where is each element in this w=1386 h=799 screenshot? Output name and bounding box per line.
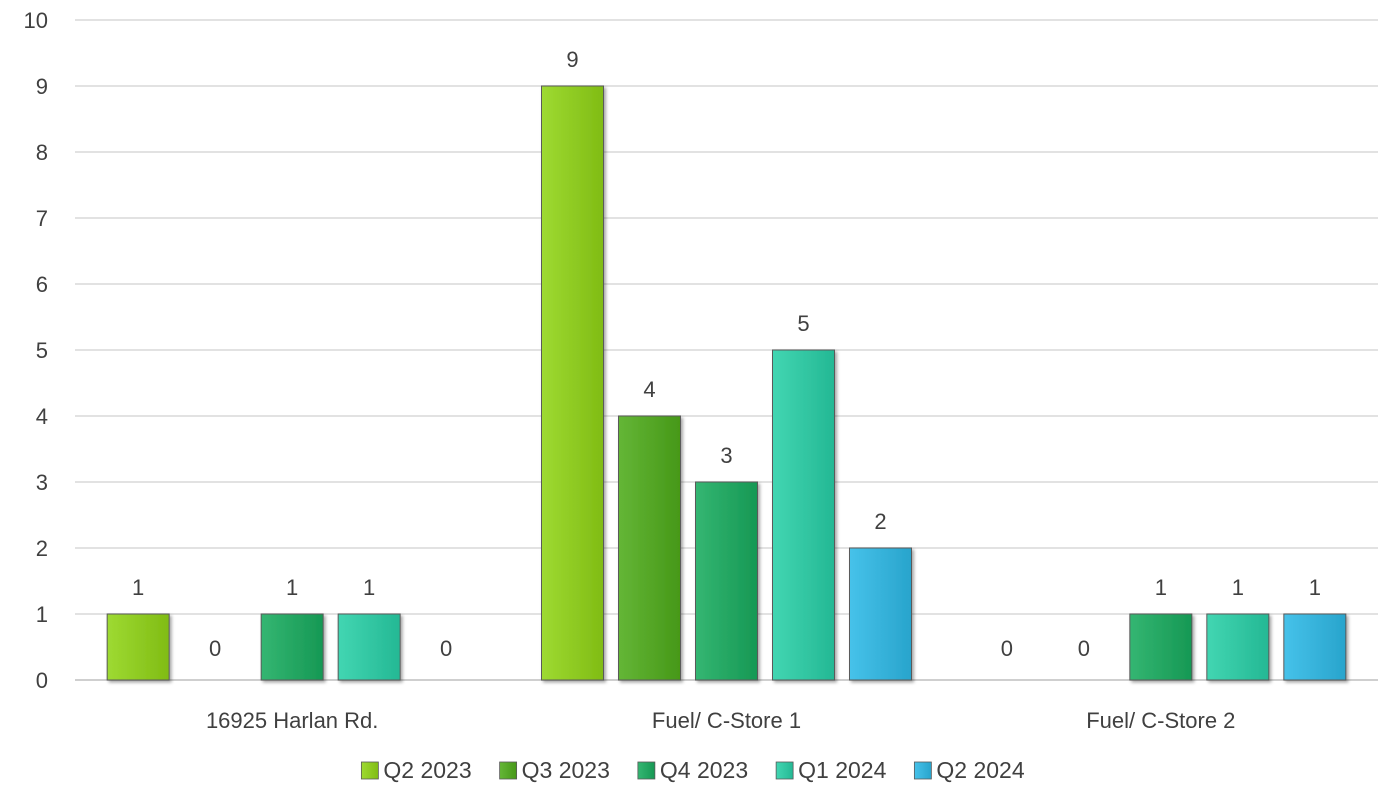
y-tick-label: 7 bbox=[36, 206, 48, 231]
legend-swatch bbox=[360, 761, 379, 780]
data-label: 0 bbox=[209, 636, 221, 661]
legend-label: Q2 2024 bbox=[936, 757, 1024, 783]
y-axis-ticks: 0 1 2 3 4 5 6 7 8 9 10 bbox=[24, 8, 48, 693]
y-tick-label: 2 bbox=[36, 536, 48, 561]
bar bbox=[260, 613, 324, 681]
data-label: 0 bbox=[440, 636, 452, 661]
data-labels: 1 0 1 1 0 9 4 3 5 2 0 0 1 1 1 bbox=[132, 47, 1321, 661]
y-tick-label: 1 bbox=[36, 602, 48, 627]
bar bbox=[849, 547, 912, 681]
legend-swatch bbox=[775, 761, 794, 780]
legend-item: Q3 2023 bbox=[499, 757, 610, 783]
y-tick-label: 3 bbox=[36, 470, 48, 495]
bar bbox=[1206, 613, 1270, 681]
bar bbox=[106, 613, 170, 681]
legend-label: Q2 2023 bbox=[383, 757, 471, 783]
legend-swatch bbox=[913, 761, 932, 780]
bar bbox=[772, 349, 835, 681]
legend-label: Q1 2024 bbox=[798, 757, 886, 783]
data-label: 9 bbox=[566, 47, 578, 72]
bar bbox=[337, 613, 401, 681]
bar bbox=[541, 85, 604, 681]
x-category-label: Fuel/ C-Store 2 bbox=[1086, 708, 1235, 733]
legend-label: Q4 2023 bbox=[660, 757, 748, 783]
y-tick-label: 0 bbox=[36, 668, 48, 693]
legend-item: Q2 2024 bbox=[913, 757, 1025, 783]
bars bbox=[106, 85, 1347, 681]
bar bbox=[618, 415, 681, 681]
legend-swatch bbox=[499, 761, 518, 780]
bar bbox=[1129, 613, 1193, 681]
bar bbox=[1283, 613, 1347, 681]
data-label: 1 bbox=[1232, 575, 1244, 600]
y-tick-label: 4 bbox=[36, 404, 48, 429]
legend-item: Q4 2023 bbox=[637, 757, 748, 783]
data-label: 0 bbox=[1001, 636, 1013, 661]
y-tick-label: 8 bbox=[36, 140, 48, 165]
legend-swatch bbox=[637, 761, 656, 780]
legend-item: Q2 2023 bbox=[360, 757, 472, 783]
bar bbox=[695, 481, 758, 681]
y-tick-label: 6 bbox=[36, 272, 48, 297]
data-label: 1 bbox=[1155, 575, 1167, 600]
y-tick-label: 9 bbox=[36, 74, 48, 99]
data-label: 3 bbox=[720, 443, 732, 468]
legend: Q2 2023 Q3 2023 Q4 2023 Q1 2024 Q2 2024 bbox=[360, 757, 1025, 783]
data-label: 1 bbox=[1309, 575, 1321, 600]
data-label: 4 bbox=[643, 377, 655, 402]
y-tick-label: 10 bbox=[24, 8, 48, 33]
legend-item: Q1 2024 bbox=[775, 757, 887, 783]
data-label: 1 bbox=[132, 575, 144, 600]
data-label: 2 bbox=[874, 509, 886, 534]
data-label: 5 bbox=[797, 311, 809, 336]
y-tick-label: 5 bbox=[36, 338, 48, 363]
x-category-label: 16925 Harlan Rd. bbox=[206, 708, 378, 733]
legend-label: Q3 2023 bbox=[522, 757, 610, 783]
x-category-label: Fuel/ C-Store 1 bbox=[652, 708, 801, 733]
data-label: 1 bbox=[363, 575, 375, 600]
x-axis-categories: 16925 Harlan Rd. Fuel/ C-Store 1 Fuel/ C-S… bbox=[206, 708, 1235, 733]
data-label: 1 bbox=[286, 575, 298, 600]
data-label: 0 bbox=[1078, 636, 1090, 661]
